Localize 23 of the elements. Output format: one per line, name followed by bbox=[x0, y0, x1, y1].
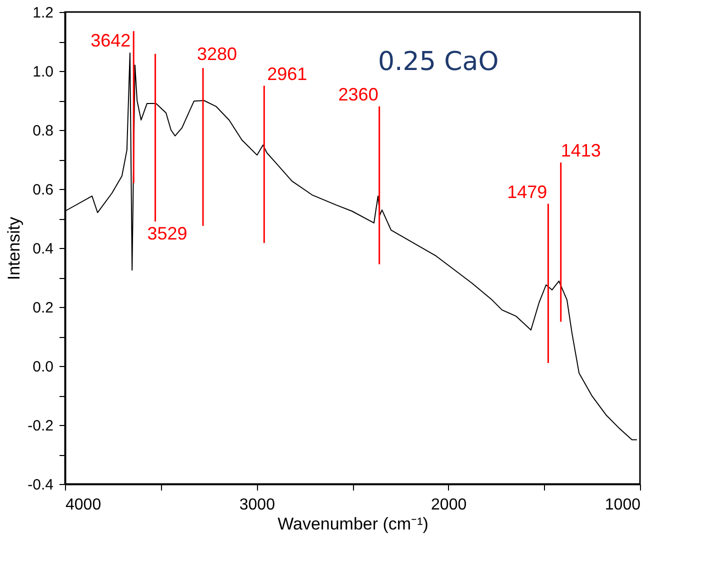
x-axis-title: Wavenumber (cm⁻¹) bbox=[278, 514, 428, 534]
x-tick-label: 4000 bbox=[66, 496, 102, 514]
annotation: 3280 bbox=[197, 44, 238, 64]
y-tick-label: 1.0 bbox=[32, 64, 54, 80]
annotation: 1413 bbox=[560, 140, 601, 160]
y-tick-label: 0.6 bbox=[32, 182, 54, 198]
x-tick-label: 2000 bbox=[431, 496, 467, 514]
y-tick-label: 0.8 bbox=[32, 122, 54, 140]
annotation: 2961 bbox=[267, 64, 308, 84]
y-tick-label: 0.2 bbox=[32, 300, 54, 316]
annotation: 0.25 CaO bbox=[378, 47, 499, 77]
x-tick-label: 1000 bbox=[604, 496, 641, 514]
annotation: 1479 bbox=[507, 182, 548, 202]
y-tick-label: 1.2 bbox=[32, 4, 54, 22]
y-axis-title: Intensity bbox=[4, 216, 24, 280]
y-tick-label: 0.4 bbox=[32, 240, 54, 258]
y-tick-label: -0.2 bbox=[28, 418, 54, 434]
x-tick-label: 3000 bbox=[239, 496, 276, 514]
y-tick-label: -0.4 bbox=[28, 476, 54, 494]
y-tick-label: 0.0 bbox=[32, 358, 54, 376]
annotation: 2360 bbox=[338, 84, 378, 104]
annotation: 3529 bbox=[147, 223, 188, 244]
annotation: 3642 bbox=[90, 30, 131, 50]
